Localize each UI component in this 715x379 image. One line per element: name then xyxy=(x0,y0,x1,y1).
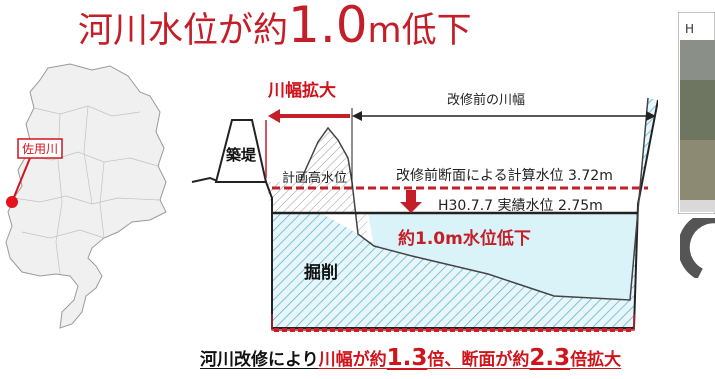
title-suffix: m低下 xyxy=(367,11,472,51)
new-section-bracket xyxy=(271,314,635,331)
before-arrowhead-right xyxy=(646,111,656,121)
location-map: 佐用川 xyxy=(5,63,167,329)
calc-level-label: 改修前断面による計算水位 3.72m xyxy=(396,167,613,184)
caption-part-4: 倍 xyxy=(427,350,445,370)
caption-part-1: 河川改修により xyxy=(200,350,319,370)
terrain-outline xyxy=(191,99,658,329)
location-label: 佐用川 xyxy=(22,142,58,156)
old-bank-profile xyxy=(299,97,649,301)
caption: 河川改修により川幅が約1.3倍、断面が約2.3倍拡大 xyxy=(200,344,621,374)
photo-label: H xyxy=(685,22,695,36)
site-photo xyxy=(678,12,715,214)
drop-label: 約1.0m水位低下 xyxy=(398,228,531,249)
levee-label: 築堤 xyxy=(225,146,257,164)
caption-part-5: 、断面が約 xyxy=(444,350,530,370)
water-area xyxy=(272,213,638,300)
drop-arrowhead xyxy=(400,202,422,213)
caption-part-3: 1.3 xyxy=(386,345,428,371)
photo-arc xyxy=(680,218,715,278)
location-marker xyxy=(6,196,18,208)
before-arrowhead-left xyxy=(352,111,362,121)
widen-arrowhead xyxy=(268,109,280,123)
river-cross-section: 築堤 川幅拡大 改修前の川幅 計画高水位 改修前断面による計算水位 3.72m … xyxy=(191,80,658,332)
caption-part-6: 2.3 xyxy=(529,345,571,371)
levee xyxy=(214,119,268,183)
location-pointer xyxy=(13,157,31,198)
caption-part-7: 倍拡大 xyxy=(570,350,622,370)
location-label-box: 佐用川 xyxy=(17,138,63,159)
caption-part-2: 川幅が約 xyxy=(318,350,387,370)
design-level-label: 計画高水位 xyxy=(282,170,347,186)
title-number: 1.0 xyxy=(288,0,368,54)
excavation-label: 掘削 xyxy=(304,262,338,283)
drop-arrow-shaft xyxy=(406,190,416,204)
page-title: 河川水位が約1.0m低下 xyxy=(78,0,472,54)
prefecture-outline xyxy=(5,63,167,329)
excavation-area xyxy=(266,98,658,328)
title-prefix: 河川水位が約 xyxy=(78,11,289,51)
widen-label: 川幅拡大 xyxy=(267,80,336,101)
actual-level-label: H30.7.7 実績水位 2.75m xyxy=(438,198,603,214)
before-width-label: 改修前の川幅 xyxy=(447,92,525,108)
